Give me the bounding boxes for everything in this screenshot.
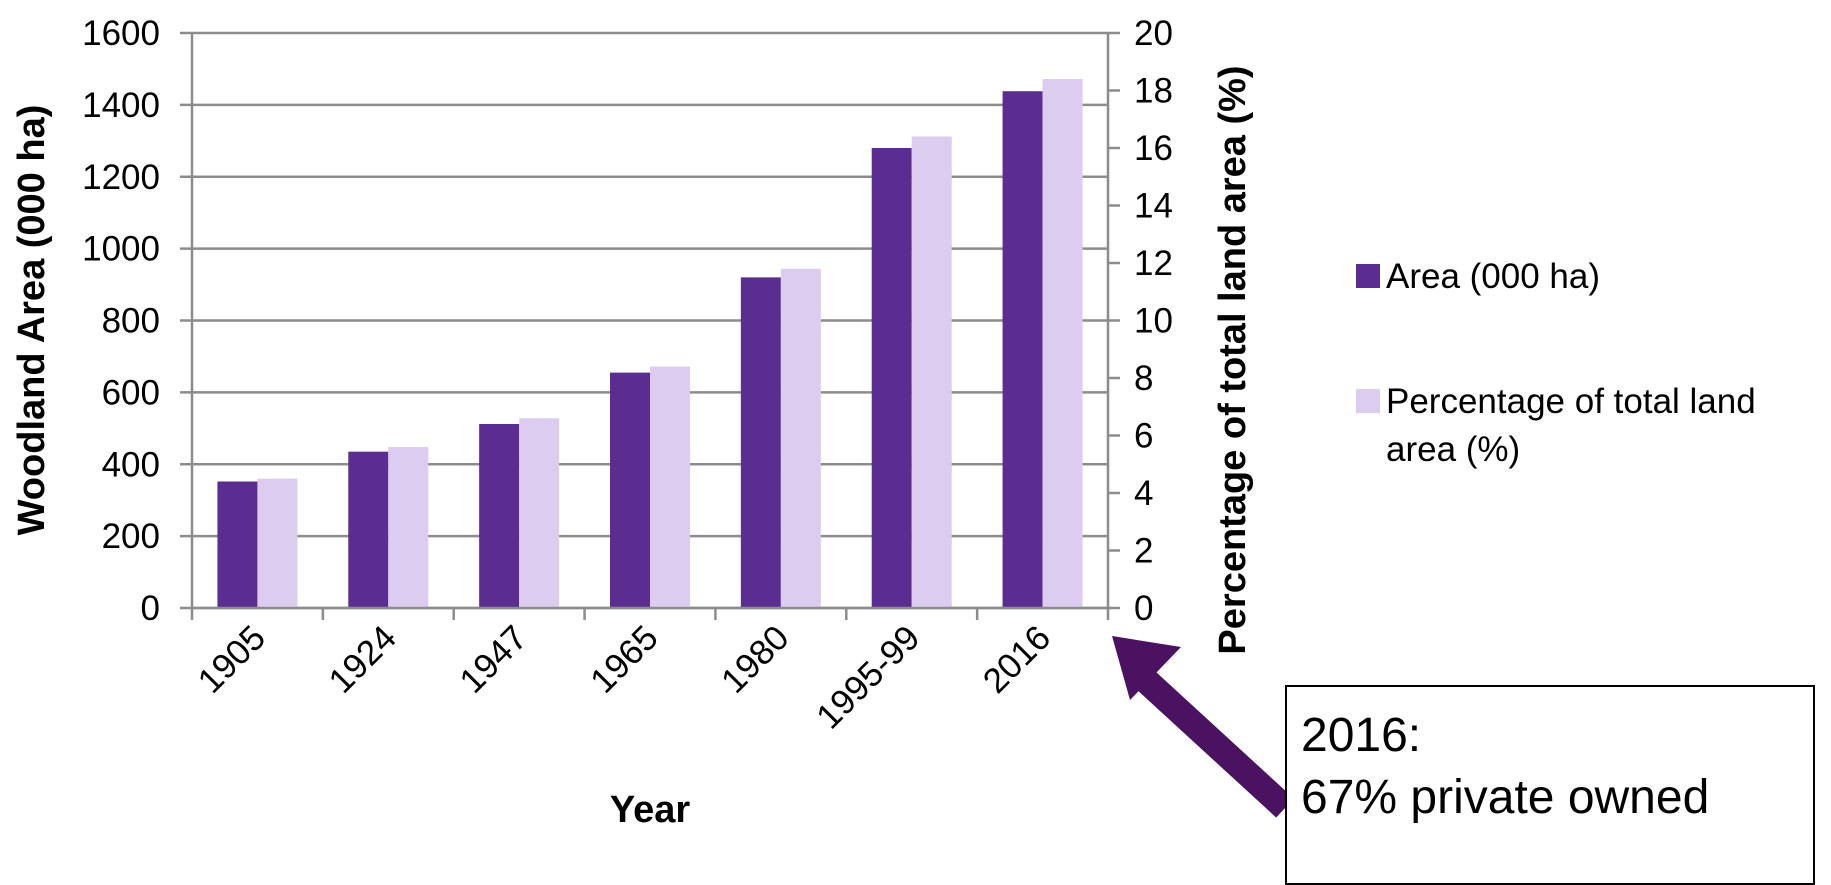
bar-percentage-1980 bbox=[780, 268, 821, 608]
y-tick-label: 600 bbox=[102, 373, 160, 412]
annotation-arrow bbox=[1112, 636, 1294, 818]
bar-area-1965 bbox=[610, 372, 650, 608]
x-tick-label: 2016 bbox=[976, 618, 1059, 701]
y-tick-label: 1000 bbox=[82, 230, 160, 269]
legend: Area (000 ha) Percentage of total land are… bbox=[1356, 257, 1756, 469]
bar-area-1980 bbox=[740, 277, 781, 608]
y2-tick-label: 10 bbox=[1134, 302, 1173, 341]
gridlines bbox=[192, 31, 1108, 610]
bar-percentage-1965 bbox=[650, 366, 690, 608]
x-tick-label: 1980 bbox=[714, 618, 797, 701]
y2-tick-labels: 0 2 4 6 8 10 12 14 16 18 20 bbox=[1134, 14, 1173, 628]
legend-label: Area (000 ha) bbox=[1386, 257, 1600, 296]
y-tick-label: 400 bbox=[102, 445, 160, 484]
bar-area-1924 bbox=[348, 451, 389, 608]
y-tick-label: 1200 bbox=[82, 158, 160, 197]
x-tick-label: 1947 bbox=[452, 618, 535, 701]
y-tick-label: 0 bbox=[141, 589, 160, 628]
chart: 0 200 400 600 800 1000 1200 1400 1600 0 2 4 6 8 10 12 1… bbox=[11, 14, 1756, 827]
bar-percentage-1947 bbox=[519, 418, 560, 608]
bar-percentage-1905 bbox=[257, 478, 298, 608]
y2-tick-label: 2 bbox=[1134, 532, 1153, 571]
x-tick-label: 1905 bbox=[190, 618, 273, 701]
y2-tick-label: 0 bbox=[1134, 589, 1153, 628]
y2-tick-label: 14 bbox=[1134, 187, 1173, 226]
y-tick-label: 800 bbox=[102, 302, 160, 341]
y-tick-labels: 0 200 400 600 800 1000 1200 1400 1600 bbox=[82, 14, 160, 628]
y-axis-title: Woodland Area (000 ha) bbox=[11, 105, 53, 536]
bar-percentage-1924 bbox=[388, 447, 429, 608]
y2-tick-label: 12 bbox=[1134, 244, 1173, 283]
legend-label: area (%) bbox=[1386, 430, 1520, 469]
y2-tick-label: 8 bbox=[1134, 359, 1153, 398]
arrow-shaft bbox=[1131, 665, 1294, 818]
y2-tick-label: 6 bbox=[1134, 417, 1153, 456]
arrow-head bbox=[1112, 636, 1181, 700]
y2-tick-label: 4 bbox=[1134, 474, 1153, 513]
legend-label: Percentage of total land bbox=[1386, 382, 1756, 421]
y-tick-label: 1400 bbox=[82, 86, 160, 125]
x-tick-label: 1995-99 bbox=[809, 618, 927, 736]
bar-area-2016 bbox=[1002, 91, 1043, 608]
x-tick-label: 1924 bbox=[321, 618, 404, 701]
bar-area-1905 bbox=[217, 481, 258, 608]
y-tick-label: 200 bbox=[102, 517, 160, 556]
bar-area-1995-99 bbox=[871, 148, 912, 608]
y2-tick-label: 16 bbox=[1134, 129, 1173, 168]
y2-tick-label: 18 bbox=[1134, 72, 1173, 111]
y2-tick-label: 20 bbox=[1134, 14, 1173, 53]
axes bbox=[180, 31, 1120, 620]
legend-swatch bbox=[1356, 264, 1380, 288]
legend-swatch bbox=[1356, 389, 1380, 413]
bars bbox=[217, 79, 1083, 608]
bar-percentage-1995-99 bbox=[911, 136, 952, 608]
x-tick-label: 1965 bbox=[583, 618, 666, 701]
bar-area-1947 bbox=[479, 424, 520, 608]
x-tick-labels: 1905 1924 1947 1965 1980 1995-99 2016 bbox=[190, 618, 1058, 736]
y2-axis-title: Percentage of total land area (%) bbox=[1212, 65, 1254, 654]
y-tick-label: 1600 bbox=[82, 14, 160, 53]
annotation-callout: 2016: 67% private owned bbox=[1285, 685, 1815, 885]
callout-line-1: 2016: bbox=[1301, 709, 1422, 762]
callout-line-2: 67% private owned bbox=[1301, 771, 1710, 824]
bar-percentage-2016 bbox=[1042, 79, 1083, 608]
x-axis-title: Year bbox=[610, 789, 691, 827]
